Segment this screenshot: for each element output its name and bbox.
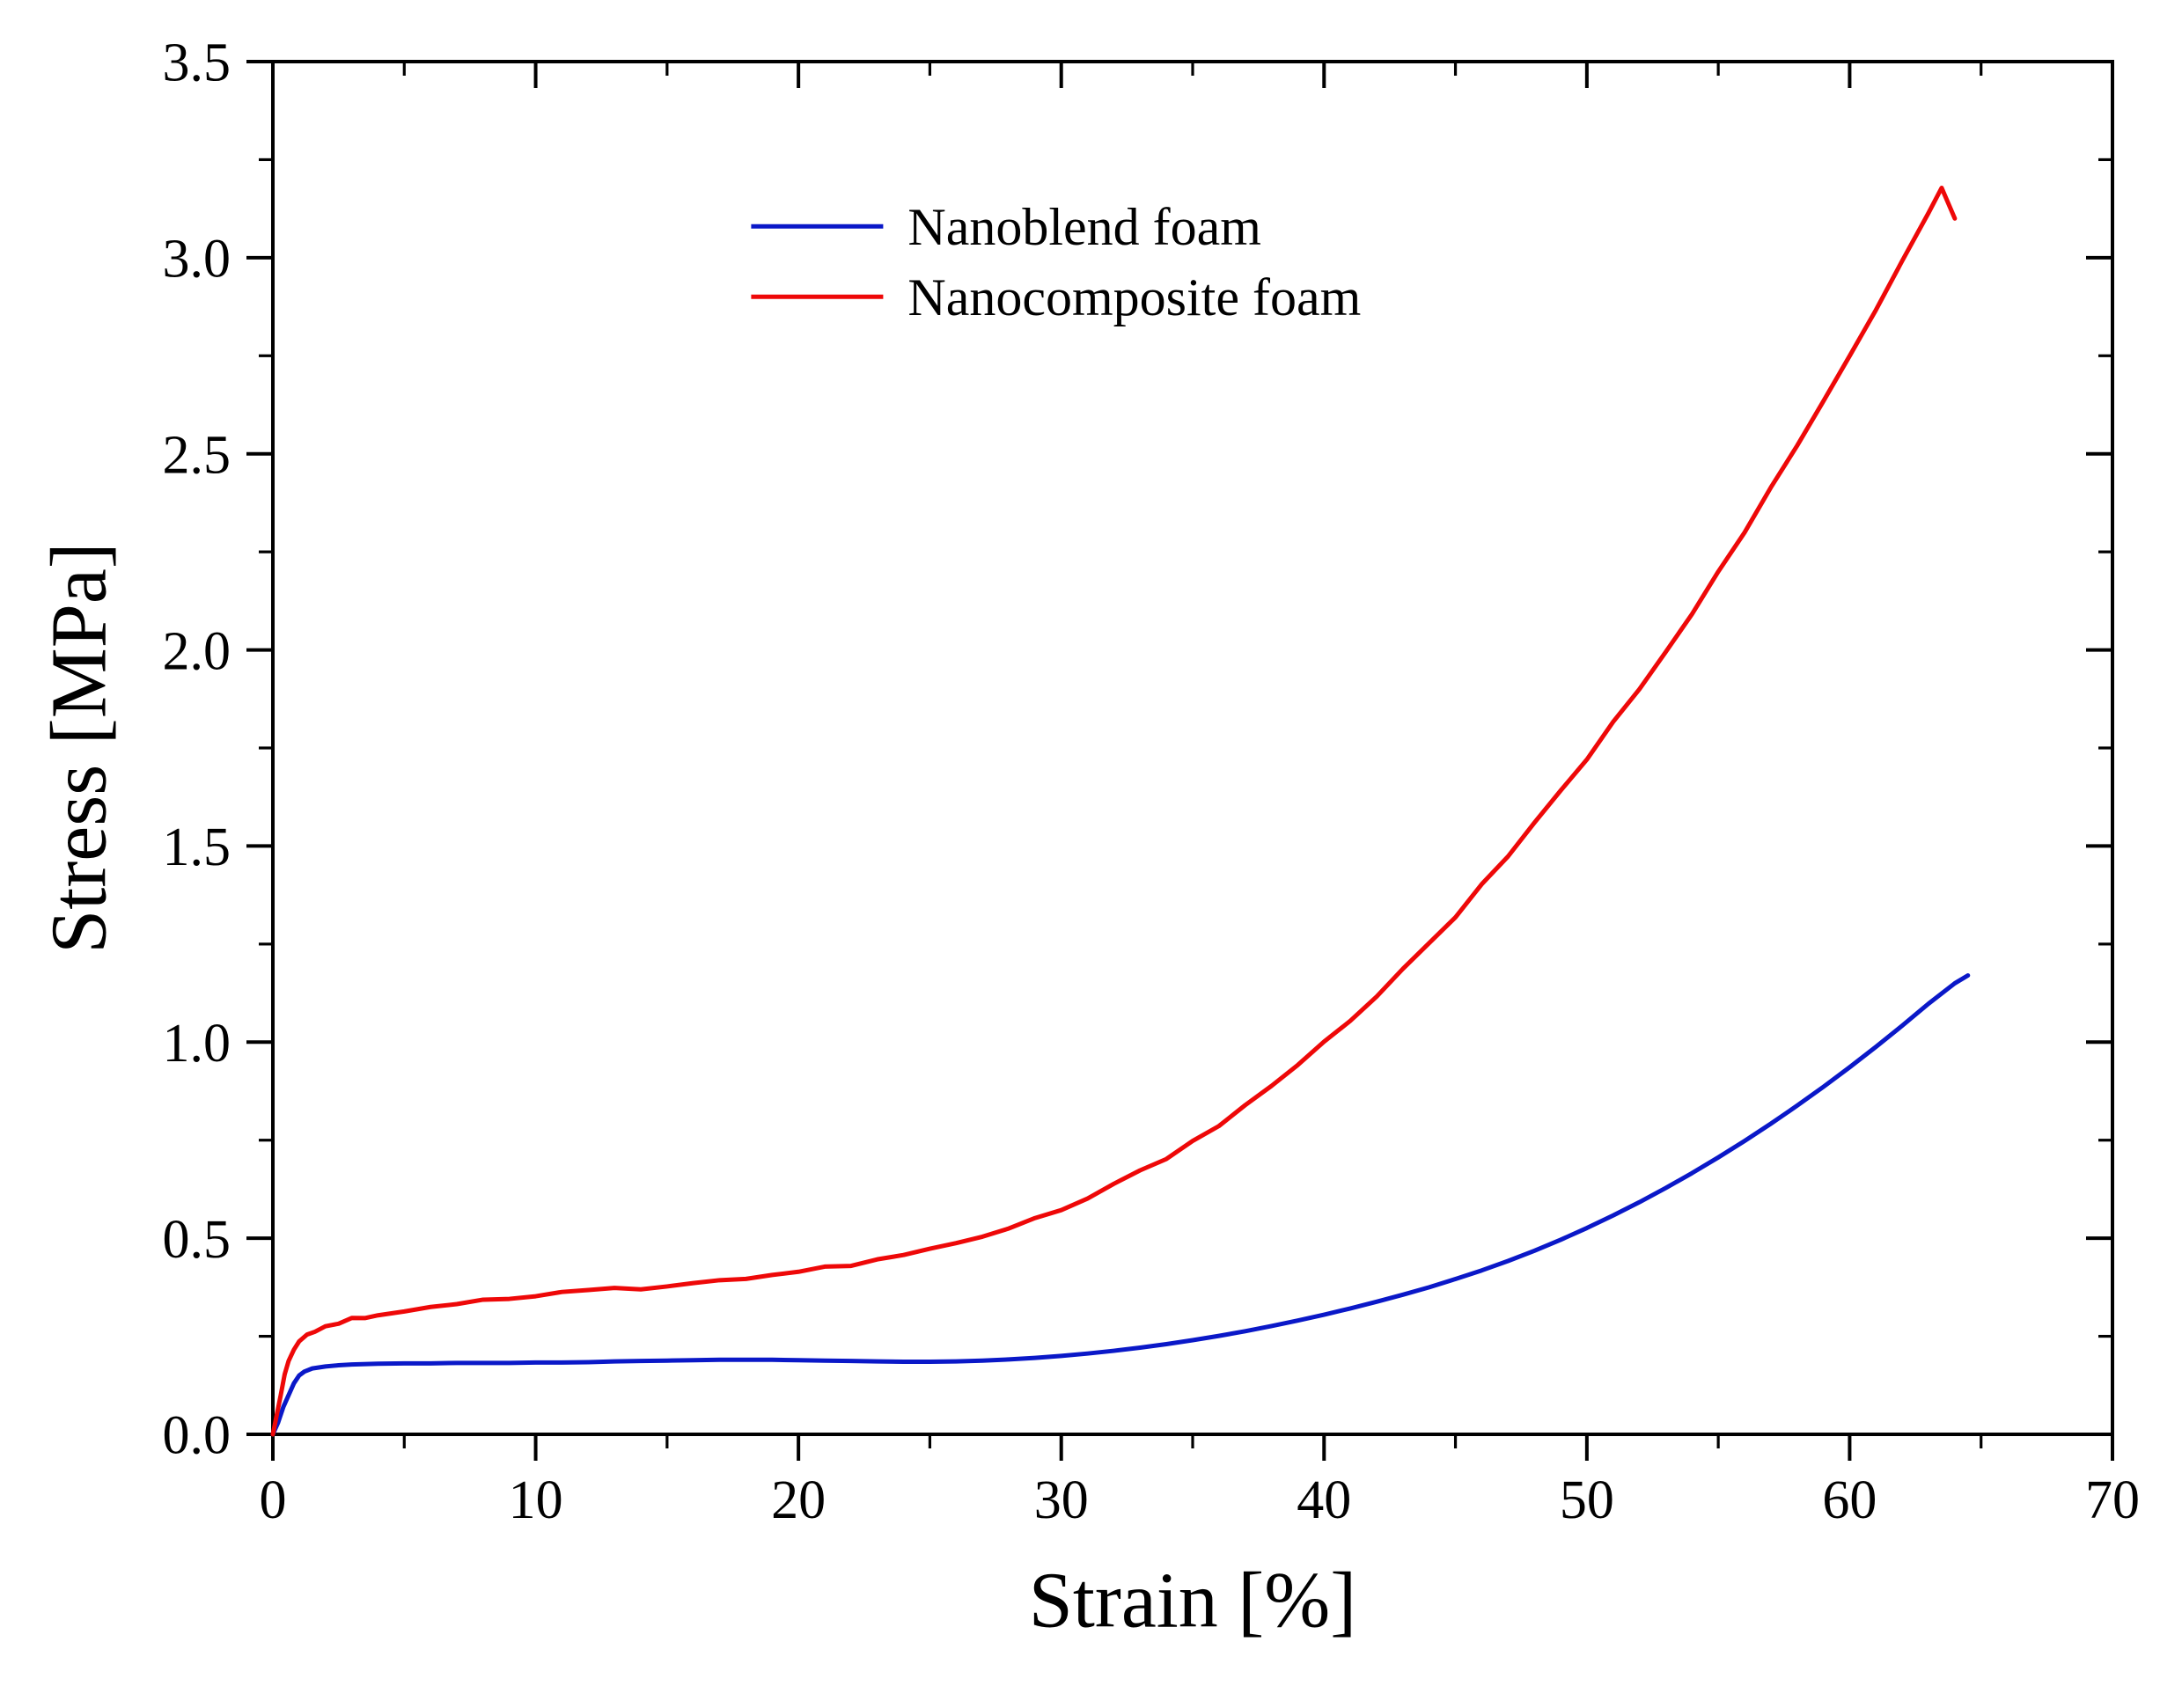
y-tick-label: 0.5 — [163, 1210, 231, 1270]
series-line — [273, 188, 1955, 1434]
series-line — [273, 976, 1968, 1434]
y-tick-label: 3.0 — [163, 230, 231, 290]
x-tick-label: 60 — [1822, 1470, 1877, 1530]
legend: Nanoblend foam Nanocomposite foam — [751, 198, 1361, 326]
x-tick-label: 0 — [260, 1470, 287, 1530]
y-tick-label: 1.5 — [163, 817, 231, 877]
y-tick-label: 0.0 — [163, 1406, 231, 1466]
plot-border — [273, 62, 2112, 1434]
x-tick-label: 30 — [1034, 1470, 1089, 1530]
x-tick-label: 70 — [2085, 1470, 2140, 1530]
x-axis-label: Strain [%] — [1029, 1557, 1356, 1644]
x-tick-label: 20 — [771, 1470, 826, 1530]
y-tick-label: 2.0 — [163, 621, 231, 681]
chart-svg: 0 10 20 30 40 50 60 70 0.0 0.5 1.0 1.5 2.0 2.5 3.0 3.5 S… — [0, 0, 2182, 1708]
stress-strain-chart: 0 10 20 30 40 50 60 70 0.0 0.5 1.0 1.5 2.0 2.5 3.0 3.5 S… — [0, 0, 2182, 1708]
y-tick-label: 1.0 — [163, 1014, 231, 1074]
x-tick-label: 50 — [1560, 1470, 1614, 1530]
legend-label: Nanoblend foam — [907, 198, 1261, 256]
y-axis-label: Stress [MPa] — [35, 542, 122, 953]
y-tick-label: 2.5 — [163, 425, 231, 485]
legend-label: Nanocomposite foam — [907, 268, 1361, 326]
y-tick-label: 3.5 — [163, 33, 231, 93]
x-tick-label: 40 — [1297, 1470, 1351, 1530]
x-tick-label: 10 — [509, 1470, 563, 1530]
